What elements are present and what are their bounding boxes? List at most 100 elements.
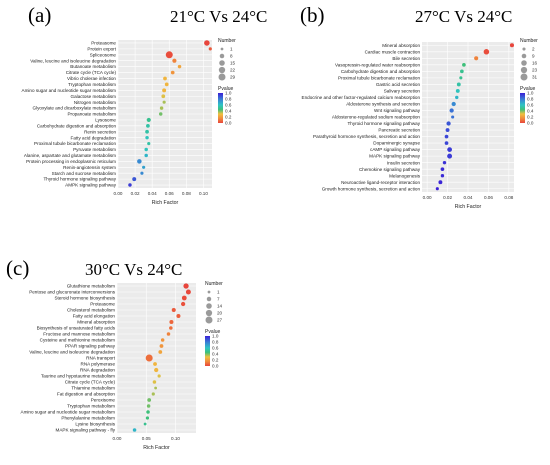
- size-legend-dot: [219, 60, 225, 66]
- term-label: Carbohydrate digestion and absorption: [341, 69, 421, 74]
- size-legend-label: 14: [217, 304, 223, 309]
- color-legend-tick: 0.8: [212, 340, 219, 345]
- term-label: Citrate cycle (TCA cycle): [65, 380, 116, 385]
- term-label: Growth hormone synthesis, secretion and …: [322, 186, 421, 191]
- data-point: [474, 56, 479, 61]
- size-legend-dot: [520, 66, 528, 74]
- term-label: Proteasome: [91, 41, 116, 46]
- data-point: [146, 117, 151, 123]
- data-point: [442, 160, 447, 165]
- term-label: Galactose metabolism: [71, 94, 117, 99]
- color-legend-title: Pvalue: [520, 86, 536, 92]
- term-label: Endocrine and other factor-regulated cal…: [302, 95, 421, 100]
- data-point: [462, 62, 466, 67]
- size-legend-label: 31: [532, 75, 538, 80]
- term-label: Cardiac muscle contraction: [365, 49, 421, 54]
- term-label: Protein export: [87, 46, 116, 51]
- data-point: [145, 129, 149, 134]
- x-axis-label: Rich Factor: [152, 200, 179, 206]
- data-point: [162, 100, 166, 104]
- data-point: [158, 350, 163, 354]
- data-point: [172, 58, 177, 63]
- data-point: [460, 69, 464, 74]
- panel-a-chart: 0.00 0.02 0.04 0.06 0.08 0.10ProteasomeProtei…: [22, 38, 237, 206]
- color-legend-tick: 0.4: [212, 352, 219, 357]
- data-point: [145, 354, 153, 362]
- data-point: [152, 380, 157, 384]
- color-legend-tick: 0.0: [212, 364, 219, 369]
- term-label: Butanoate metabolism: [70, 64, 116, 69]
- data-point: [435, 187, 439, 191]
- term-label: Protein processing in endoplasmic reticu…: [26, 159, 116, 164]
- color-legend-tick: 0.0: [527, 121, 534, 126]
- data-point: [456, 82, 461, 87]
- size-legend-label: 7: [217, 297, 220, 302]
- data-point: [181, 295, 187, 301]
- term-label: Biosynthesis of unsaturated fatty acids: [37, 326, 116, 331]
- size-legend-label: 1: [230, 47, 233, 52]
- term-label: Mineral absorption: [77, 320, 115, 325]
- term-label: Cholesterol metabolism: [67, 308, 115, 313]
- term-label: Mineral absorption: [382, 43, 420, 48]
- data-point: [143, 422, 147, 426]
- x-tick-label: 0.02: [131, 191, 140, 196]
- size-legend-dot: [219, 53, 225, 59]
- data-point: [159, 106, 164, 110]
- term-label: Renin secretion: [84, 129, 116, 134]
- size-legend-label: 27: [217, 318, 223, 323]
- data-point: [154, 386, 158, 390]
- term-label: cAMP signaling pathway: [370, 147, 421, 152]
- data-point: [132, 177, 137, 182]
- data-point: [181, 301, 186, 307]
- panel-a-letter: (a): [28, 3, 51, 27]
- size-legend-label: 1: [217, 290, 220, 295]
- term-label: AMPK signaling pathway: [65, 183, 117, 188]
- data-point: [140, 171, 144, 175]
- data-point: [163, 76, 167, 81]
- data-point: [509, 43, 514, 48]
- size-legend-label: 16: [532, 61, 538, 66]
- term-label: Proximal tubule bicarbonate reclamation: [338, 75, 420, 80]
- term-label: Dopaminergic synapse: [373, 141, 420, 146]
- color-legend-tick: 0.8: [225, 97, 232, 102]
- term-label: Aldosterone-regulated sodium reabsorptio…: [332, 115, 421, 120]
- data-point: [446, 121, 451, 126]
- data-point: [137, 159, 142, 164]
- x-tick-label: 0.10: [199, 191, 208, 196]
- size-legend-label: 9: [532, 54, 535, 59]
- data-point: [146, 123, 150, 128]
- data-point: [147, 142, 151, 146]
- term-label: Amino sugar and nucleotide sugar metabol…: [21, 410, 116, 415]
- panel-c-letter: (c): [6, 256, 29, 280]
- term-label: Proteasome: [90, 302, 115, 307]
- term-label: Thyroid hormone signaling pathway: [347, 121, 420, 126]
- data-point: [170, 70, 175, 75]
- term-label: Vibrio cholerae infection: [67, 76, 116, 81]
- size-legend-dot: [218, 73, 226, 81]
- term-label: Thyroid hormone signaling pathway: [43, 177, 116, 182]
- color-legend-title: Pvalue: [205, 329, 221, 335]
- term-label: Insulin secretion: [387, 160, 421, 165]
- x-axis-label: Rich Factor: [455, 204, 482, 210]
- data-point: [183, 283, 189, 289]
- size-legend-dot: [205, 309, 213, 317]
- term-label: RNA degradation: [80, 368, 115, 373]
- color-legend-tick: 0.0: [225, 121, 232, 126]
- x-tick-label: 0.08: [182, 191, 191, 196]
- data-point: [171, 307, 176, 313]
- data-point: [440, 167, 445, 172]
- term-label: Bile secretion: [392, 56, 420, 61]
- panel-c-title: 30°C Vs 24°C: [85, 260, 182, 279]
- data-point: [204, 40, 210, 46]
- term-label: Glyoxylate and dicarboxylate metabolism: [33, 106, 117, 111]
- data-point: [160, 338, 165, 342]
- data-point: [154, 367, 159, 373]
- data-point: [447, 147, 452, 152]
- data-point: [144, 147, 148, 152]
- term-label: Spliceosome: [90, 52, 117, 57]
- color-legend-tick: 1.0: [527, 91, 534, 96]
- term-label: Fructose and mannose metabolism: [43, 332, 115, 337]
- size-legend-dot: [521, 60, 527, 66]
- size-legend-label: 20: [217, 311, 223, 316]
